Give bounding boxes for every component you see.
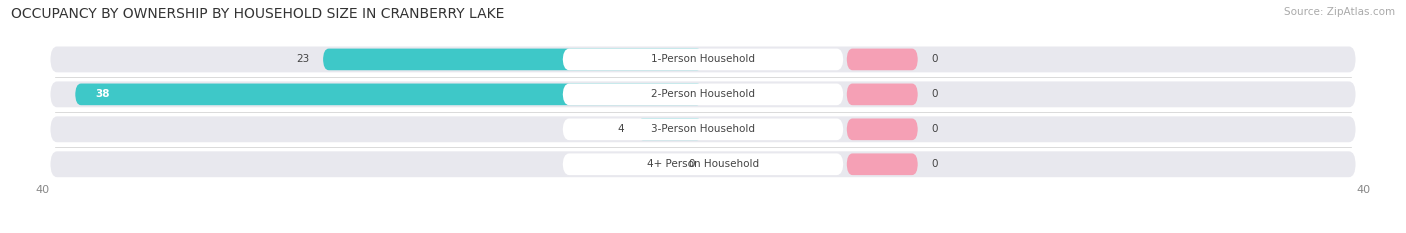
Text: OCCUPANCY BY OWNERSHIP BY HOUSEHOLD SIZE IN CRANBERRY LAKE: OCCUPANCY BY OWNERSHIP BY HOUSEHOLD SIZE…: [11, 7, 505, 21]
Text: 4: 4: [617, 124, 624, 134]
FancyBboxPatch shape: [562, 49, 844, 70]
FancyBboxPatch shape: [51, 116, 1355, 142]
Text: 0: 0: [931, 124, 938, 134]
Text: 0: 0: [931, 89, 938, 99]
FancyBboxPatch shape: [51, 82, 1355, 107]
FancyBboxPatch shape: [323, 49, 703, 70]
FancyBboxPatch shape: [846, 84, 918, 105]
Text: 2-Person Household: 2-Person Household: [651, 89, 755, 99]
FancyBboxPatch shape: [846, 118, 918, 140]
FancyBboxPatch shape: [75, 84, 703, 105]
Text: 1-Person Household: 1-Person Household: [651, 55, 755, 64]
FancyBboxPatch shape: [562, 84, 844, 105]
Text: 4+ Person Household: 4+ Person Household: [647, 159, 759, 169]
Text: 23: 23: [297, 55, 309, 64]
Text: Source: ZipAtlas.com: Source: ZipAtlas.com: [1284, 7, 1395, 17]
FancyBboxPatch shape: [562, 154, 844, 175]
FancyBboxPatch shape: [562, 118, 844, 140]
FancyBboxPatch shape: [637, 118, 703, 140]
FancyBboxPatch shape: [846, 49, 918, 70]
Text: 3-Person Household: 3-Person Household: [651, 124, 755, 134]
FancyBboxPatch shape: [846, 154, 918, 175]
Text: 0: 0: [931, 159, 938, 169]
FancyBboxPatch shape: [51, 47, 1355, 72]
Text: 0: 0: [931, 55, 938, 64]
Text: 38: 38: [96, 89, 110, 99]
Text: 0: 0: [689, 159, 695, 169]
FancyBboxPatch shape: [51, 151, 1355, 177]
